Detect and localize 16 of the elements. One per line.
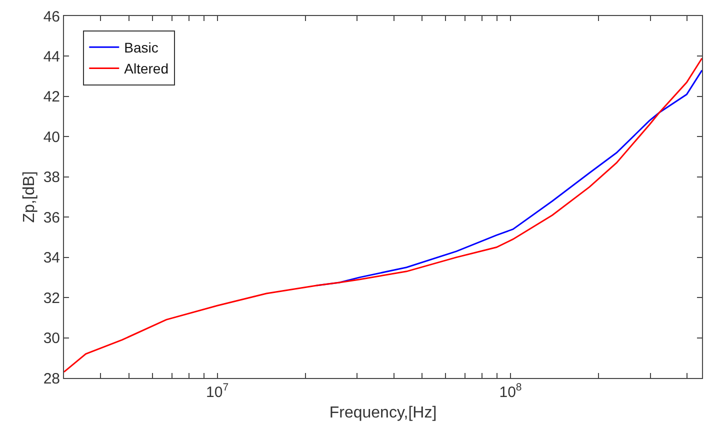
x-axis-title: Frequency,[Hz] [329,404,437,422]
y-tick-label: 30 [43,330,60,348]
legend-label: Altered [124,60,168,77]
x-tick-label: 10$^{7}$ [206,382,229,401]
y-tick-label: 44 [43,48,60,66]
y-tick-label: 34 [43,250,60,267]
y-tick-label: 32 [43,290,60,307]
legend-label: Basic [124,40,158,56]
y-tick-label: 38 [43,169,60,186]
y-tick-label: 42 [43,88,60,106]
y-tick-label: 46 [43,8,60,26]
x-tick-label: 10$^{8}$ [499,382,522,401]
y-tick-label: 40 [43,128,60,146]
y-tick-label: 36 [43,209,60,226]
y-axis-title: Zp,[dB] [21,171,38,223]
y-tick-label: 28 [43,370,60,388]
